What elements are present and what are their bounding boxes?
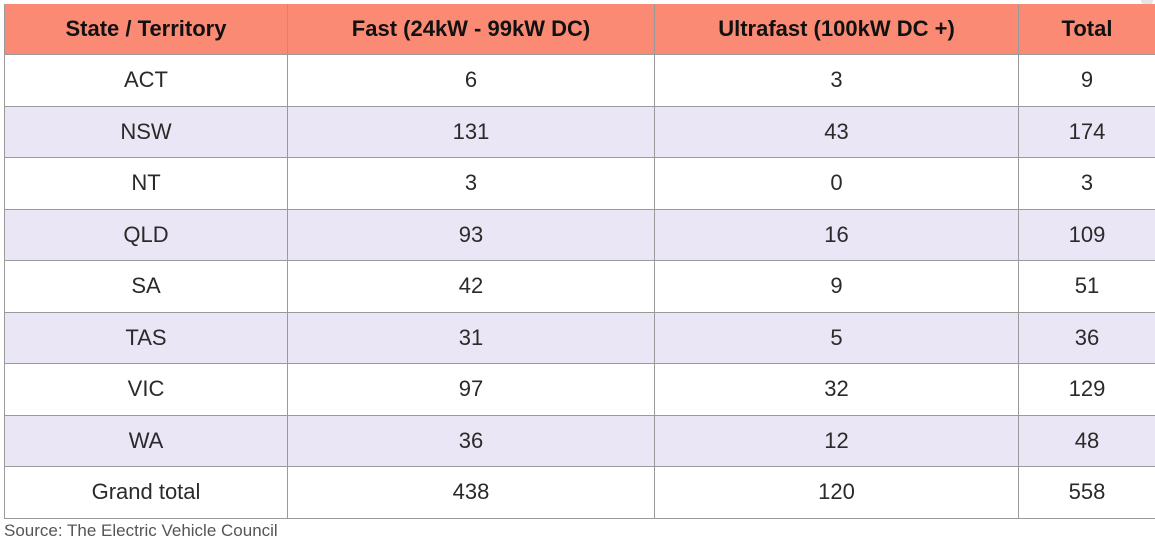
cell-grand-total: 558 [1018,466,1155,519]
cell-total: 9 [1018,54,1155,107]
table-row: NSW 131 43 174 [4,105,1155,158]
cell-total: 36 [1018,311,1155,364]
cell-total: 109 [1018,208,1155,261]
table-row: SA 42 9 51 [4,260,1155,313]
charging-stations-table-container: State / Territory Fast (24kW - 99kW DC) … [4,4,1155,519]
cell-fast: 42 [287,260,655,313]
cell-state: WA [4,414,288,467]
cell-fast: 131 [287,105,655,158]
cell-ultrafast: 5 [654,311,1019,364]
cell-ultrafast: 0 [654,157,1019,210]
cell-total: 51 [1018,260,1155,313]
cell-state: ACT [4,54,288,107]
table-row: ACT 6 3 9 [4,54,1155,107]
cell-fast: 97 [287,363,655,416]
cell-state: SA [4,260,288,313]
source-caption: Source: The Electric Vehicle Council [4,521,278,540]
cell-total-fast: 438 [287,466,655,519]
cell-ultrafast: 43 [654,105,1019,158]
table-body: ACT 6 3 9 NSW 131 43 174 NT 3 0 3 QLD 93… [4,54,1155,519]
table-row: TAS 31 5 36 [4,311,1155,364]
table-header: State / Territory Fast (24kW - 99kW DC) … [4,4,1155,55]
cell-state: NT [4,157,288,210]
table-row: QLD 93 16 109 [4,208,1155,261]
cell-total-label: Grand total [4,466,288,519]
cell-fast: 31 [287,311,655,364]
cell-ultrafast: 12 [654,414,1019,467]
table-row: VIC 97 32 129 [4,363,1155,416]
cell-ultrafast: 3 [654,54,1019,107]
cell-ultrafast: 9 [654,260,1019,313]
cell-total: 48 [1018,414,1155,467]
charging-stations-table: State / Territory Fast (24kW - 99kW DC) … [4,4,1155,519]
cell-state: VIC [4,363,288,416]
scroll-indicator [1141,0,1153,6]
header-row: State / Territory Fast (24kW - 99kW DC) … [4,4,1155,55]
table-row: WA 36 12 48 [4,414,1155,467]
cell-ultrafast: 32 [654,363,1019,416]
header-state: State / Territory [4,4,288,55]
cell-state: TAS [4,311,288,364]
cell-state: QLD [4,208,288,261]
header-fast: Fast (24kW - 99kW DC) [287,4,655,55]
cell-total: 129 [1018,363,1155,416]
cell-fast: 6 [287,54,655,107]
cell-total: 3 [1018,157,1155,210]
table-row: NT 3 0 3 [4,157,1155,210]
cell-total-ultrafast: 120 [654,466,1019,519]
header-ultrafast: Ultrafast (100kW DC +) [654,4,1019,55]
cell-fast: 3 [287,157,655,210]
cell-total: 174 [1018,105,1155,158]
cell-fast: 93 [287,208,655,261]
cell-ultrafast: 16 [654,208,1019,261]
cell-state: NSW [4,105,288,158]
cell-fast: 36 [287,414,655,467]
grand-total-row: Grand total 438 120 558 [4,466,1155,519]
header-total: Total [1018,4,1155,55]
